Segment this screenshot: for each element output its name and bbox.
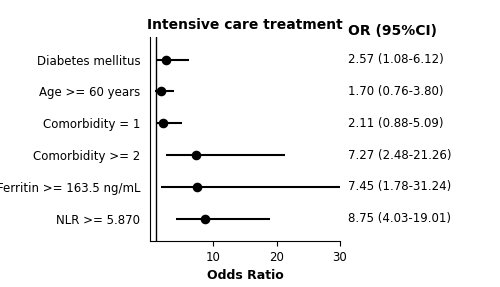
Text: 7.45 (1.78-31.24): 7.45 (1.78-31.24) xyxy=(348,181,451,193)
Point xyxy=(157,89,165,94)
Point xyxy=(202,216,209,221)
Text: 8.75 (4.03-19.01): 8.75 (4.03-19.01) xyxy=(348,212,451,225)
Text: 2.57 (1.08-6.12): 2.57 (1.08-6.12) xyxy=(348,53,444,66)
X-axis label: Odds Ratio: Odds Ratio xyxy=(206,269,284,282)
Text: 2.11 (0.88-5.09): 2.11 (0.88-5.09) xyxy=(348,117,443,130)
Text: 7.27 (2.48-21.26): 7.27 (2.48-21.26) xyxy=(348,149,451,162)
Point xyxy=(192,153,200,157)
Title: Intensive care treatment: Intensive care treatment xyxy=(147,18,343,32)
Text: OR (95%CI): OR (95%CI) xyxy=(348,24,436,38)
Point xyxy=(162,57,170,62)
Point xyxy=(193,185,201,189)
Point xyxy=(160,121,168,126)
Text: 1.70 (0.76-3.80): 1.70 (0.76-3.80) xyxy=(348,85,443,98)
